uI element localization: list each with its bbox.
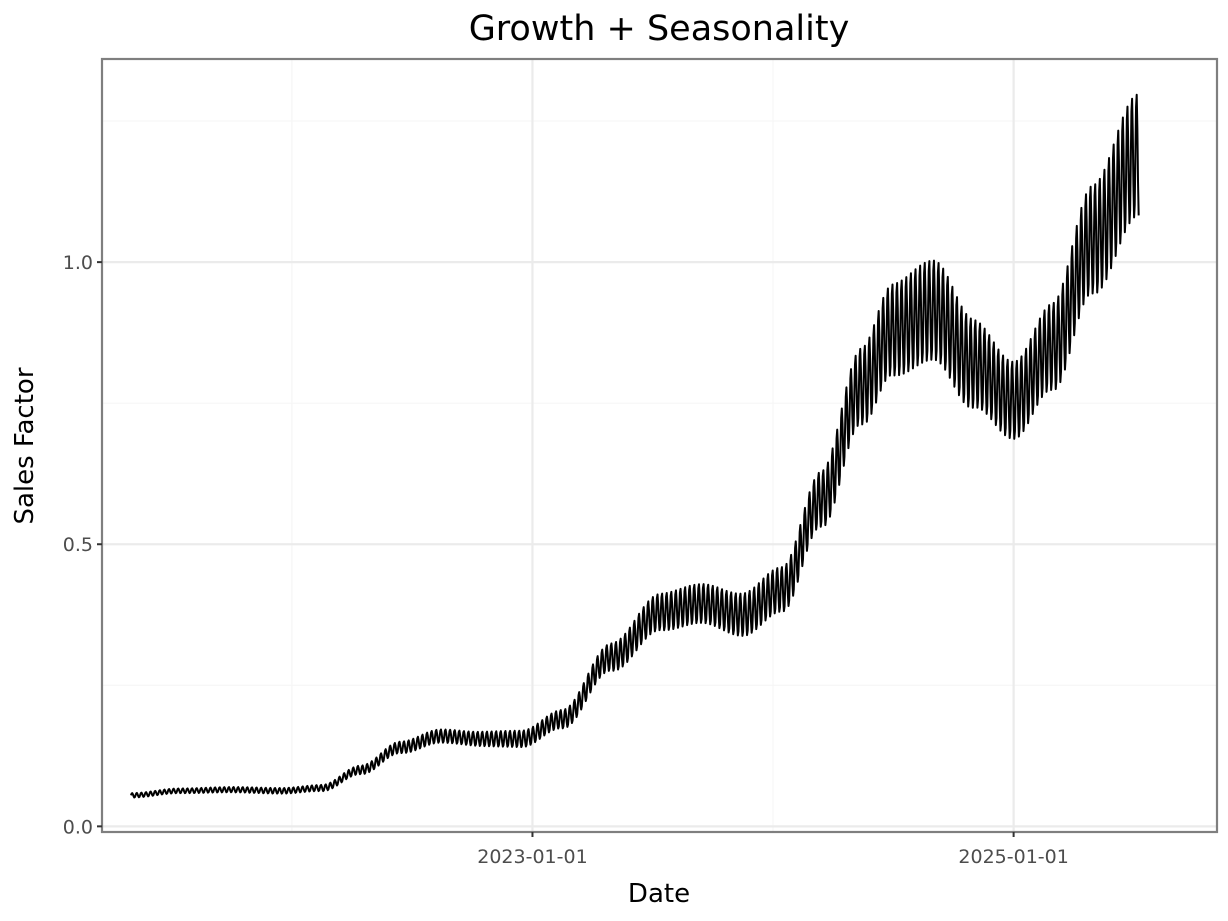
x-axis: 2023-01-01 2025-01-01 (477, 832, 1069, 868)
chart-title: Growth + Seasonality (469, 9, 850, 49)
y-tick-label: 1.0 (63, 252, 93, 274)
x-tick-label: 2025-01-01 (958, 846, 1068, 868)
y-tick-label: 0.0 (63, 816, 93, 838)
y-axis-title: Sales Factor (10, 367, 40, 524)
x-tick-label: 2023-01-01 (477, 846, 587, 868)
y-axis: 0.0 0.5 1.0 (63, 252, 102, 838)
grid-lines (102, 59, 1217, 832)
x-axis-title: Date (628, 879, 690, 909)
plot-panel (100, 57, 1219, 834)
series-line (130, 93, 1140, 799)
panel-border (100, 57, 1219, 834)
panel-background (102, 59, 1217, 832)
y-tick-label: 0.5 (63, 534, 93, 556)
series-layer (130, 93, 1140, 799)
